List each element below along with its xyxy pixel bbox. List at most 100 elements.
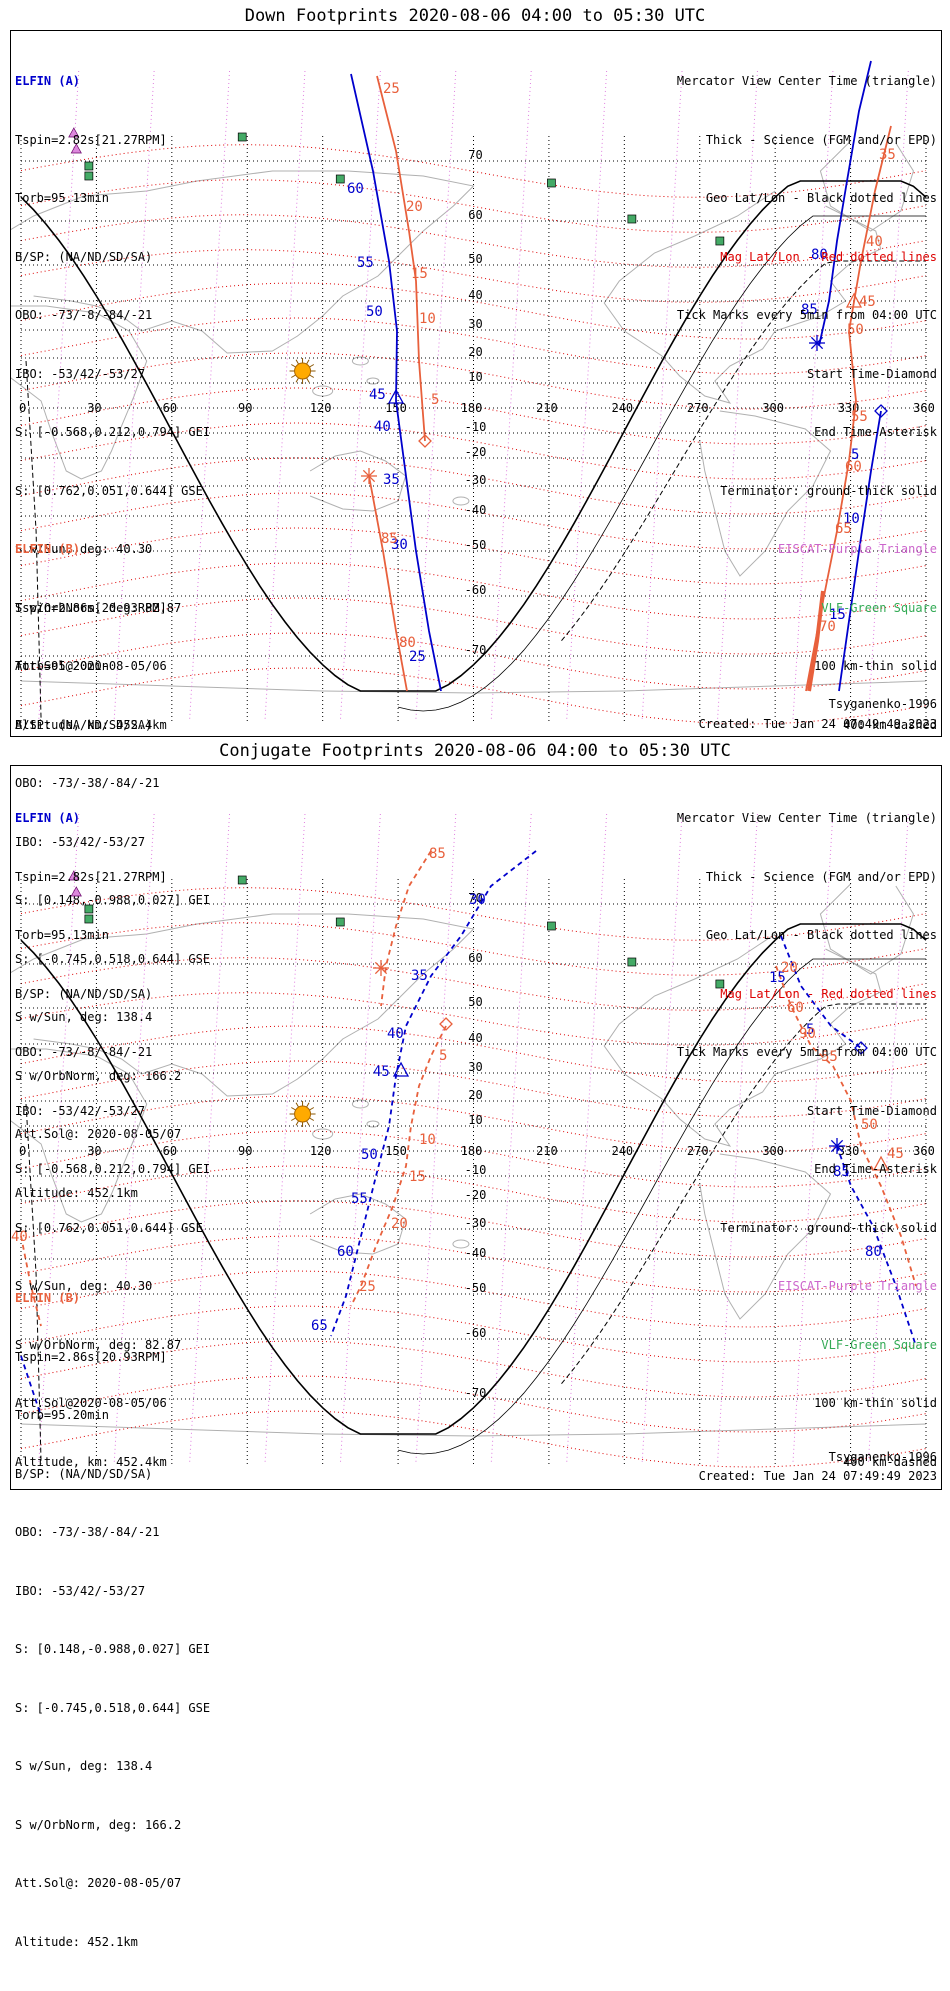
mag-lon-line [113, 70, 155, 722]
vlf-square-icon [547, 178, 556, 188]
elfin-a-time-label: 65 [311, 1318, 328, 1334]
info-line: OBO: -73/-38/-84/-21 [15, 776, 160, 790]
legend-item: Mag Lat/Lon - Red dotted lines [720, 986, 937, 1001]
legend-item: EISCAT-Purple Triangle [778, 1279, 937, 1293]
elfin-a-info: ELFIN (A) Tspin=2.82s[21.27RPM] Torb=95.… [15, 770, 210, 1511]
mag-lat-line [20, 1130, 927, 1188]
mag-lon-line [38, 70, 80, 722]
mag-lon-line [792, 813, 834, 1465]
lon-tick-label: 270 [687, 401, 709, 415]
mag-lat-line [20, 1095, 927, 1153]
island-outline [452, 496, 470, 506]
start-diamond-icon [439, 1017, 453, 1031]
elfin-a-time-label: 85 [833, 1164, 850, 1180]
elfin-a-time-label: 5 [851, 447, 859, 463]
elfin-a-time-label: 15 [769, 970, 786, 986]
elfin-b-time-label: 50 [847, 322, 864, 338]
elfin-b-time-label: 80 [399, 635, 416, 651]
lat-tick-label: -30 [465, 1216, 487, 1230]
elfin-a-track [818, 60, 872, 347]
elfin-a-name: ELFIN (A) [15, 811, 81, 825]
lat-tick-label: -60 [465, 1326, 487, 1340]
elfin-a-track [330, 850, 537, 1337]
elfin-b-name: ELFIN (B) [15, 1291, 81, 1305]
info-line: Att.Sol@: 2020-08-05/07 [15, 1876, 182, 1890]
elfin-b-time-label: 60 [845, 459, 862, 475]
mag-lat-line [20, 492, 927, 550]
info-line: Tspin=2.86s[20.93RPM] [15, 600, 167, 615]
vlf-square-icon [715, 236, 725, 246]
legend-item: 400 km-dashed [843, 717, 937, 732]
coastline [11, 170, 475, 354]
elfin-b-time-label: 65 [835, 521, 852, 537]
vlf-square-icon [237, 132, 247, 142]
legend-item: Mercator View Center Time (triangle) [676, 74, 937, 88]
vlf-square-icon [627, 214, 637, 224]
eiscat-triangle-icon [68, 870, 80, 881]
elfin-a-time-label: 15 [829, 607, 846, 623]
mag-lat-line [20, 1305, 927, 1363]
lat-tick-label: -40 [465, 1246, 487, 1260]
info-line: B/SP: (NA/ND/SD/SA) [15, 717, 153, 732]
lon-tick-label: 150 [385, 1144, 407, 1158]
panel-title-conjugate: Conjugate Footprints 2020-08-06 04:00 to… [219, 741, 731, 761]
elfin-a-name: ELFIN (A) [15, 74, 81, 88]
lat-tick-label: 50 [468, 252, 482, 266]
end-asterisk-icon [830, 1139, 844, 1153]
info-line: Tspin=2.82s[21.27RPM] [15, 132, 167, 147]
info-line: Torb=95.20min [15, 1408, 109, 1422]
lat-tick-label: -60 [465, 583, 487, 597]
lon-tick-label: 300 [762, 401, 784, 415]
island-outline [351, 356, 369, 366]
legend-item: Thick - Science (FGM and/or EPD) [705, 132, 937, 147]
eiscat-triangle-icon [70, 886, 82, 897]
lat-tick-label: 50 [468, 995, 482, 1009]
elfin-b-time-label: 85 [429, 846, 446, 862]
legend-item: EISCAT-Purple Triangle [778, 542, 937, 556]
legend-item: Tick Marks every 5min from 04:00 UTC [676, 308, 937, 322]
info-line: OBO: -73/-8/-84/-21 [15, 308, 153, 322]
map-canvas-conjugate: 0 30 60 90 120 150 180 210 240 270 300 330 360 70 60 50… [11, 813, 935, 1468]
terminator-ground [20, 180, 927, 692]
legend-item: Start Time-Diamond [806, 1103, 937, 1118]
elfin-b-track [805, 125, 892, 692]
legend-item: 100 km-thin solid [814, 1396, 937, 1410]
elfin-a-time-label: 40 [387, 1026, 404, 1042]
end-asterisk-icon [810, 336, 824, 350]
elfin-a-time-label: 60 [337, 1244, 354, 1260]
legend-item: 400 km-dashed [843, 1454, 937, 1469]
created-label: Created: Tue Jan 24 07:49:49 2023 [698, 717, 937, 731]
island-outline [452, 1239, 470, 1249]
end-asterisk-icon [374, 961, 388, 975]
lon-tick-label: 210 [536, 1144, 558, 1158]
legend-item: Mag Lat/Lon - Red dotted lines [720, 249, 937, 264]
lon-tick-label: 120 [310, 401, 332, 415]
lat-tick-label: -50 [465, 1281, 487, 1295]
vlf-square-icon [84, 171, 94, 181]
elfin-a-time-label: 80 [811, 247, 828, 263]
legend-item: Thick - Science (FGM and/or EPD) [705, 869, 937, 884]
lat-tick-label: -10 [465, 1163, 487, 1177]
elfin-a-info: ELFIN (A) Tspin=2.82s[21.27RPM] Torb=95.… [15, 33, 210, 774]
center-triangle-icon [872, 1155, 890, 1171]
legend-item: Geo Lat/Lon - Black dotted lines [705, 191, 937, 205]
mag-lon-line [113, 813, 155, 1465]
info-line: B/SP: (NA/ND/SD/SA) [15, 986, 153, 1001]
lon-tick-label: 270 [687, 1144, 709, 1158]
info-line: Tspin=2.86s[20.93RPM] [15, 1349, 167, 1364]
info-line: IBO: -53/42/-53/27 [15, 1583, 146, 1598]
info-line: S w/Sun, deg: 40.30 [15, 1279, 153, 1293]
eiscat-triangle-icon [70, 143, 82, 154]
lon-tick-label: 300 [762, 1144, 784, 1158]
elfin-b-time-label: 15 [409, 1169, 426, 1185]
legend: Mercator View Center Time (triangle) Thi… [677, 770, 937, 1511]
info-line: S: [-0.745,0.518,0.644] GSE [15, 1700, 211, 1715]
lat-tick-label: -30 [465, 473, 487, 487]
elfin-a-time-label: 30 [469, 892, 486, 908]
info-line: Torb=95.13min [15, 191, 109, 205]
vlf-square-icon [547, 921, 556, 931]
model-label: Tsyganenko-1996 [828, 1450, 937, 1464]
mag-lon-line [264, 70, 306, 722]
map-canvas-down: 0 30 60 90 120 150 180 210 240 270 300 330 360706050… [11, 60, 935, 725]
info-line: S w/OrbNorm, deg: 82.87 [15, 1337, 182, 1352]
